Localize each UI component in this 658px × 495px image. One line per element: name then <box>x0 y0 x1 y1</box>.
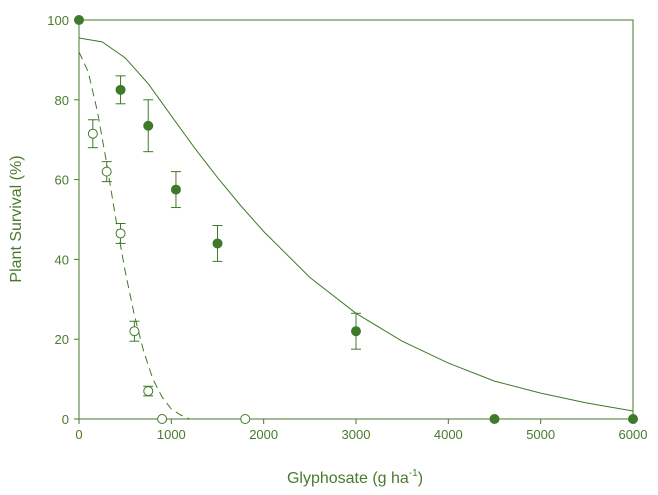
data-point-series-2 <box>101 166 112 177</box>
y-tick-label: 0 <box>62 412 69 427</box>
data-point-series-1 <box>74 15 84 25</box>
x-tick-label: 3000 <box>342 427 371 442</box>
data-point-series-2 <box>129 326 140 337</box>
fit-curve-series-2 <box>78 51 190 420</box>
y-tick-label: 80 <box>55 93 69 108</box>
x-tick-label: 5000 <box>526 427 555 442</box>
x-tick-label: 4000 <box>434 427 463 442</box>
y-tick-label: 60 <box>55 173 69 188</box>
data-point-series-2 <box>143 386 154 397</box>
x-tick-label: 0 <box>75 427 82 442</box>
y-tick-label: 100 <box>47 13 69 28</box>
data-point-series-1 <box>628 414 638 424</box>
data-point-series-2 <box>87 128 98 139</box>
data-point-series-1 <box>212 238 223 249</box>
plot-area: 0 1000 2000 3000 4000 5000 6000 0 20 40 60 80 100 <box>47 13 647 442</box>
data-point-series-1 <box>489 414 500 424</box>
data-point-series-1 <box>143 120 154 131</box>
plot-frame <box>78 19 634 420</box>
fit-curve-series-1 <box>78 37 634 412</box>
data-point-series-1 <box>351 326 361 337</box>
data-point-series-1 <box>170 184 181 195</box>
y-tick-label: 40 <box>55 252 69 267</box>
y-tick-label: 20 <box>55 332 69 347</box>
x-tick-label: 2000 <box>249 427 278 442</box>
data-point-series-2 <box>157 414 168 424</box>
data-point-series-2 <box>240 414 251 424</box>
x-tick-label: 1000 <box>157 427 186 442</box>
data-point-series-1 <box>115 84 126 95</box>
data-point-series-2 <box>115 228 126 239</box>
y-axis-title: Plant Survival (%) <box>8 155 25 282</box>
x-axis-title: Glyphosate (g ha-1) <box>287 468 423 487</box>
x-tick-label: 6000 <box>619 427 648 442</box>
